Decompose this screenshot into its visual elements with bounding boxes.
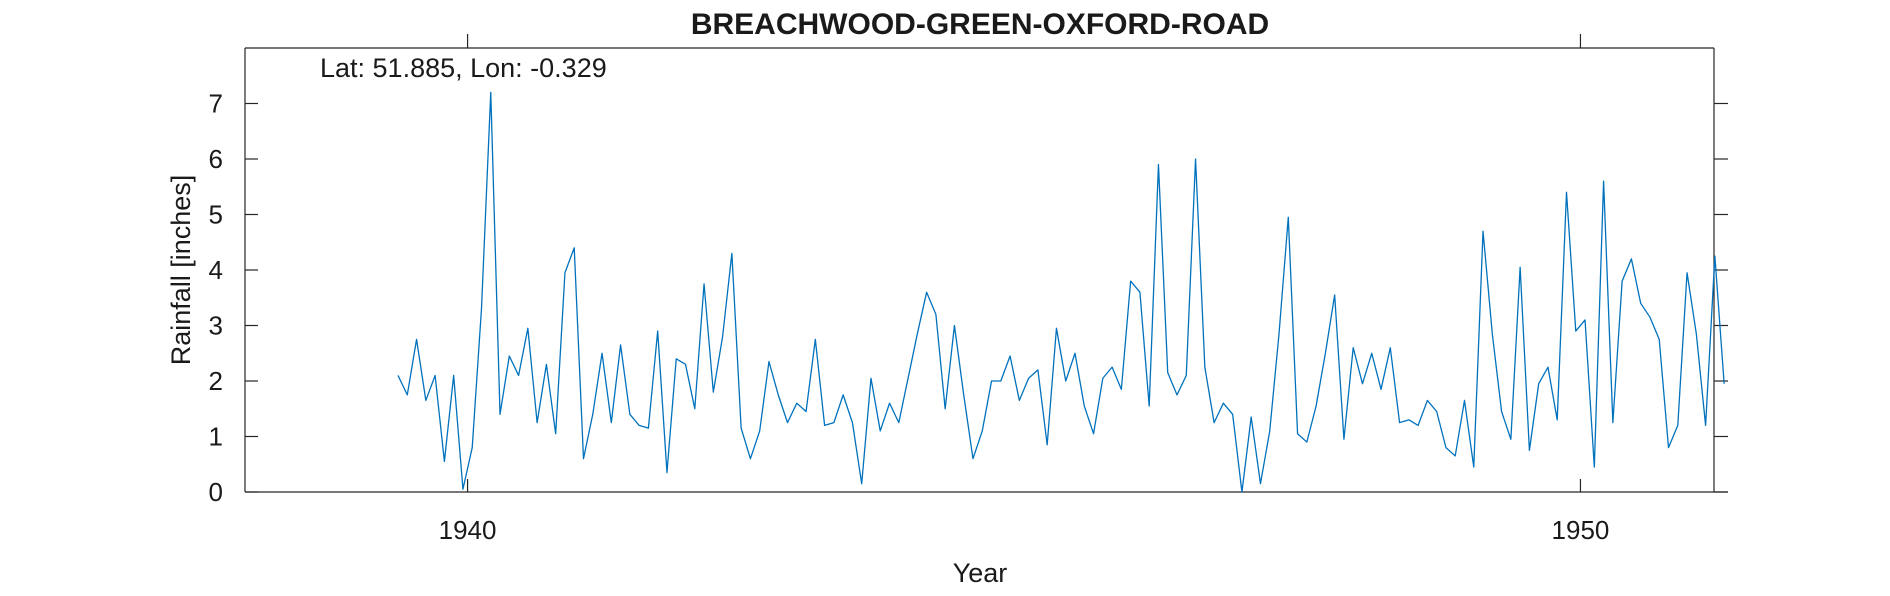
rainfall-series-line bbox=[397, 91, 1725, 493]
series-layer bbox=[397, 91, 1725, 493]
y-tick-label: 0 bbox=[209, 477, 223, 507]
y-tick-label: 3 bbox=[209, 311, 223, 341]
y-tick-label: 5 bbox=[209, 200, 223, 230]
y-tick-label: 1 bbox=[209, 422, 223, 452]
chart-title: BREACHWOOD-GREEN-OXFORD-ROAD bbox=[691, 8, 1269, 41]
location-annotation: Lat: 51.885, Lon: -0.329 bbox=[320, 53, 607, 83]
x-tick-label: 1950 bbox=[1552, 515, 1610, 545]
y-tick-label: 7 bbox=[209, 89, 223, 119]
y-tick-label: 6 bbox=[209, 144, 223, 174]
axes: 0 1 2 3 4 5 6 7 1940 1950 bbox=[209, 34, 1728, 545]
y-tick-label: 4 bbox=[209, 255, 223, 285]
plot-area bbox=[245, 48, 1714, 492]
x-axis-label: Year bbox=[953, 558, 1008, 588]
y-axis-label: Rainfall [inches] bbox=[166, 175, 196, 366]
x-tick-label: 1940 bbox=[439, 515, 497, 545]
y-tick-label: 2 bbox=[209, 366, 223, 396]
